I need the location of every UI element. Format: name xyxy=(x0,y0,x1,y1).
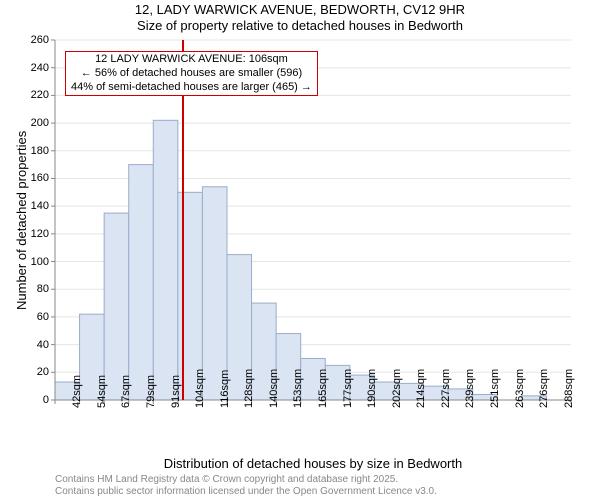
chart-container: 12, LADY WARWICK AVENUE, BEDWORTH, CV12 … xyxy=(0,0,600,500)
x-tick-label: 42sqm xyxy=(71,375,83,408)
x-tick-label: 214sqm xyxy=(415,369,427,408)
x-tick-label: 116sqm xyxy=(219,370,231,408)
y-tick-label: 120 xyxy=(19,228,49,240)
x-tick-label: 104sqm xyxy=(194,369,206,408)
y-tick-label: 0 xyxy=(19,394,49,406)
footer-line-2: Contains public sector information licen… xyxy=(55,486,437,498)
footer-line-1: Contains HM Land Registry data © Crown c… xyxy=(55,474,437,486)
x-tick-label: 165sqm xyxy=(317,369,329,408)
y-tick-label: 160 xyxy=(19,172,49,184)
x-tick-label: 79sqm xyxy=(145,375,157,408)
x-tick-label: 67sqm xyxy=(120,375,132,408)
x-tick-label: 239sqm xyxy=(464,369,476,408)
y-tick-label: 80 xyxy=(19,283,49,295)
y-tick-label: 140 xyxy=(19,200,49,212)
chart-footer: Contains HM Land Registry data © Crown c… xyxy=(55,474,437,498)
y-tick-label: 20 xyxy=(19,366,49,378)
x-tick-label: 190sqm xyxy=(366,369,378,408)
x-tick-label: 153sqm xyxy=(292,369,304,408)
x-tick-label: 91sqm xyxy=(170,375,182,408)
x-tick-label: 263sqm xyxy=(514,369,526,408)
x-tick-label: 140sqm xyxy=(268,369,280,408)
x-tick-label: 128sqm xyxy=(243,369,255,408)
y-tick-label: 260 xyxy=(19,34,49,46)
info-line-2: ← 56% of detached houses are smaller (59… xyxy=(71,67,312,81)
x-tick-label: 227sqm xyxy=(440,369,452,408)
y-tick-label: 100 xyxy=(19,256,49,268)
y-tick-label: 220 xyxy=(19,89,49,101)
y-tick-label: 40 xyxy=(19,339,49,351)
info-line-3: 44% of semi-detached houses are larger (… xyxy=(71,81,312,95)
x-tick-label: 177sqm xyxy=(342,369,354,408)
x-tick-label: 202sqm xyxy=(391,369,403,408)
info-line-1: 12 LADY WARWICK AVENUE: 106sqm xyxy=(71,53,312,67)
marker-info-box: 12 LADY WARWICK AVENUE: 106sqm ← 56% of … xyxy=(65,51,318,96)
x-tick-label: 276sqm xyxy=(538,369,550,408)
x-tick-label: 288sqm xyxy=(563,369,575,408)
x-axis-title: Distribution of detached houses by size … xyxy=(55,456,571,471)
y-tick-label: 180 xyxy=(19,145,49,157)
x-tick-label: 251sqm xyxy=(489,369,501,408)
y-tick-label: 60 xyxy=(19,311,49,323)
x-tick-label: 54sqm xyxy=(96,375,108,408)
y-tick-label: 240 xyxy=(19,62,49,74)
y-tick-label: 200 xyxy=(19,117,49,129)
